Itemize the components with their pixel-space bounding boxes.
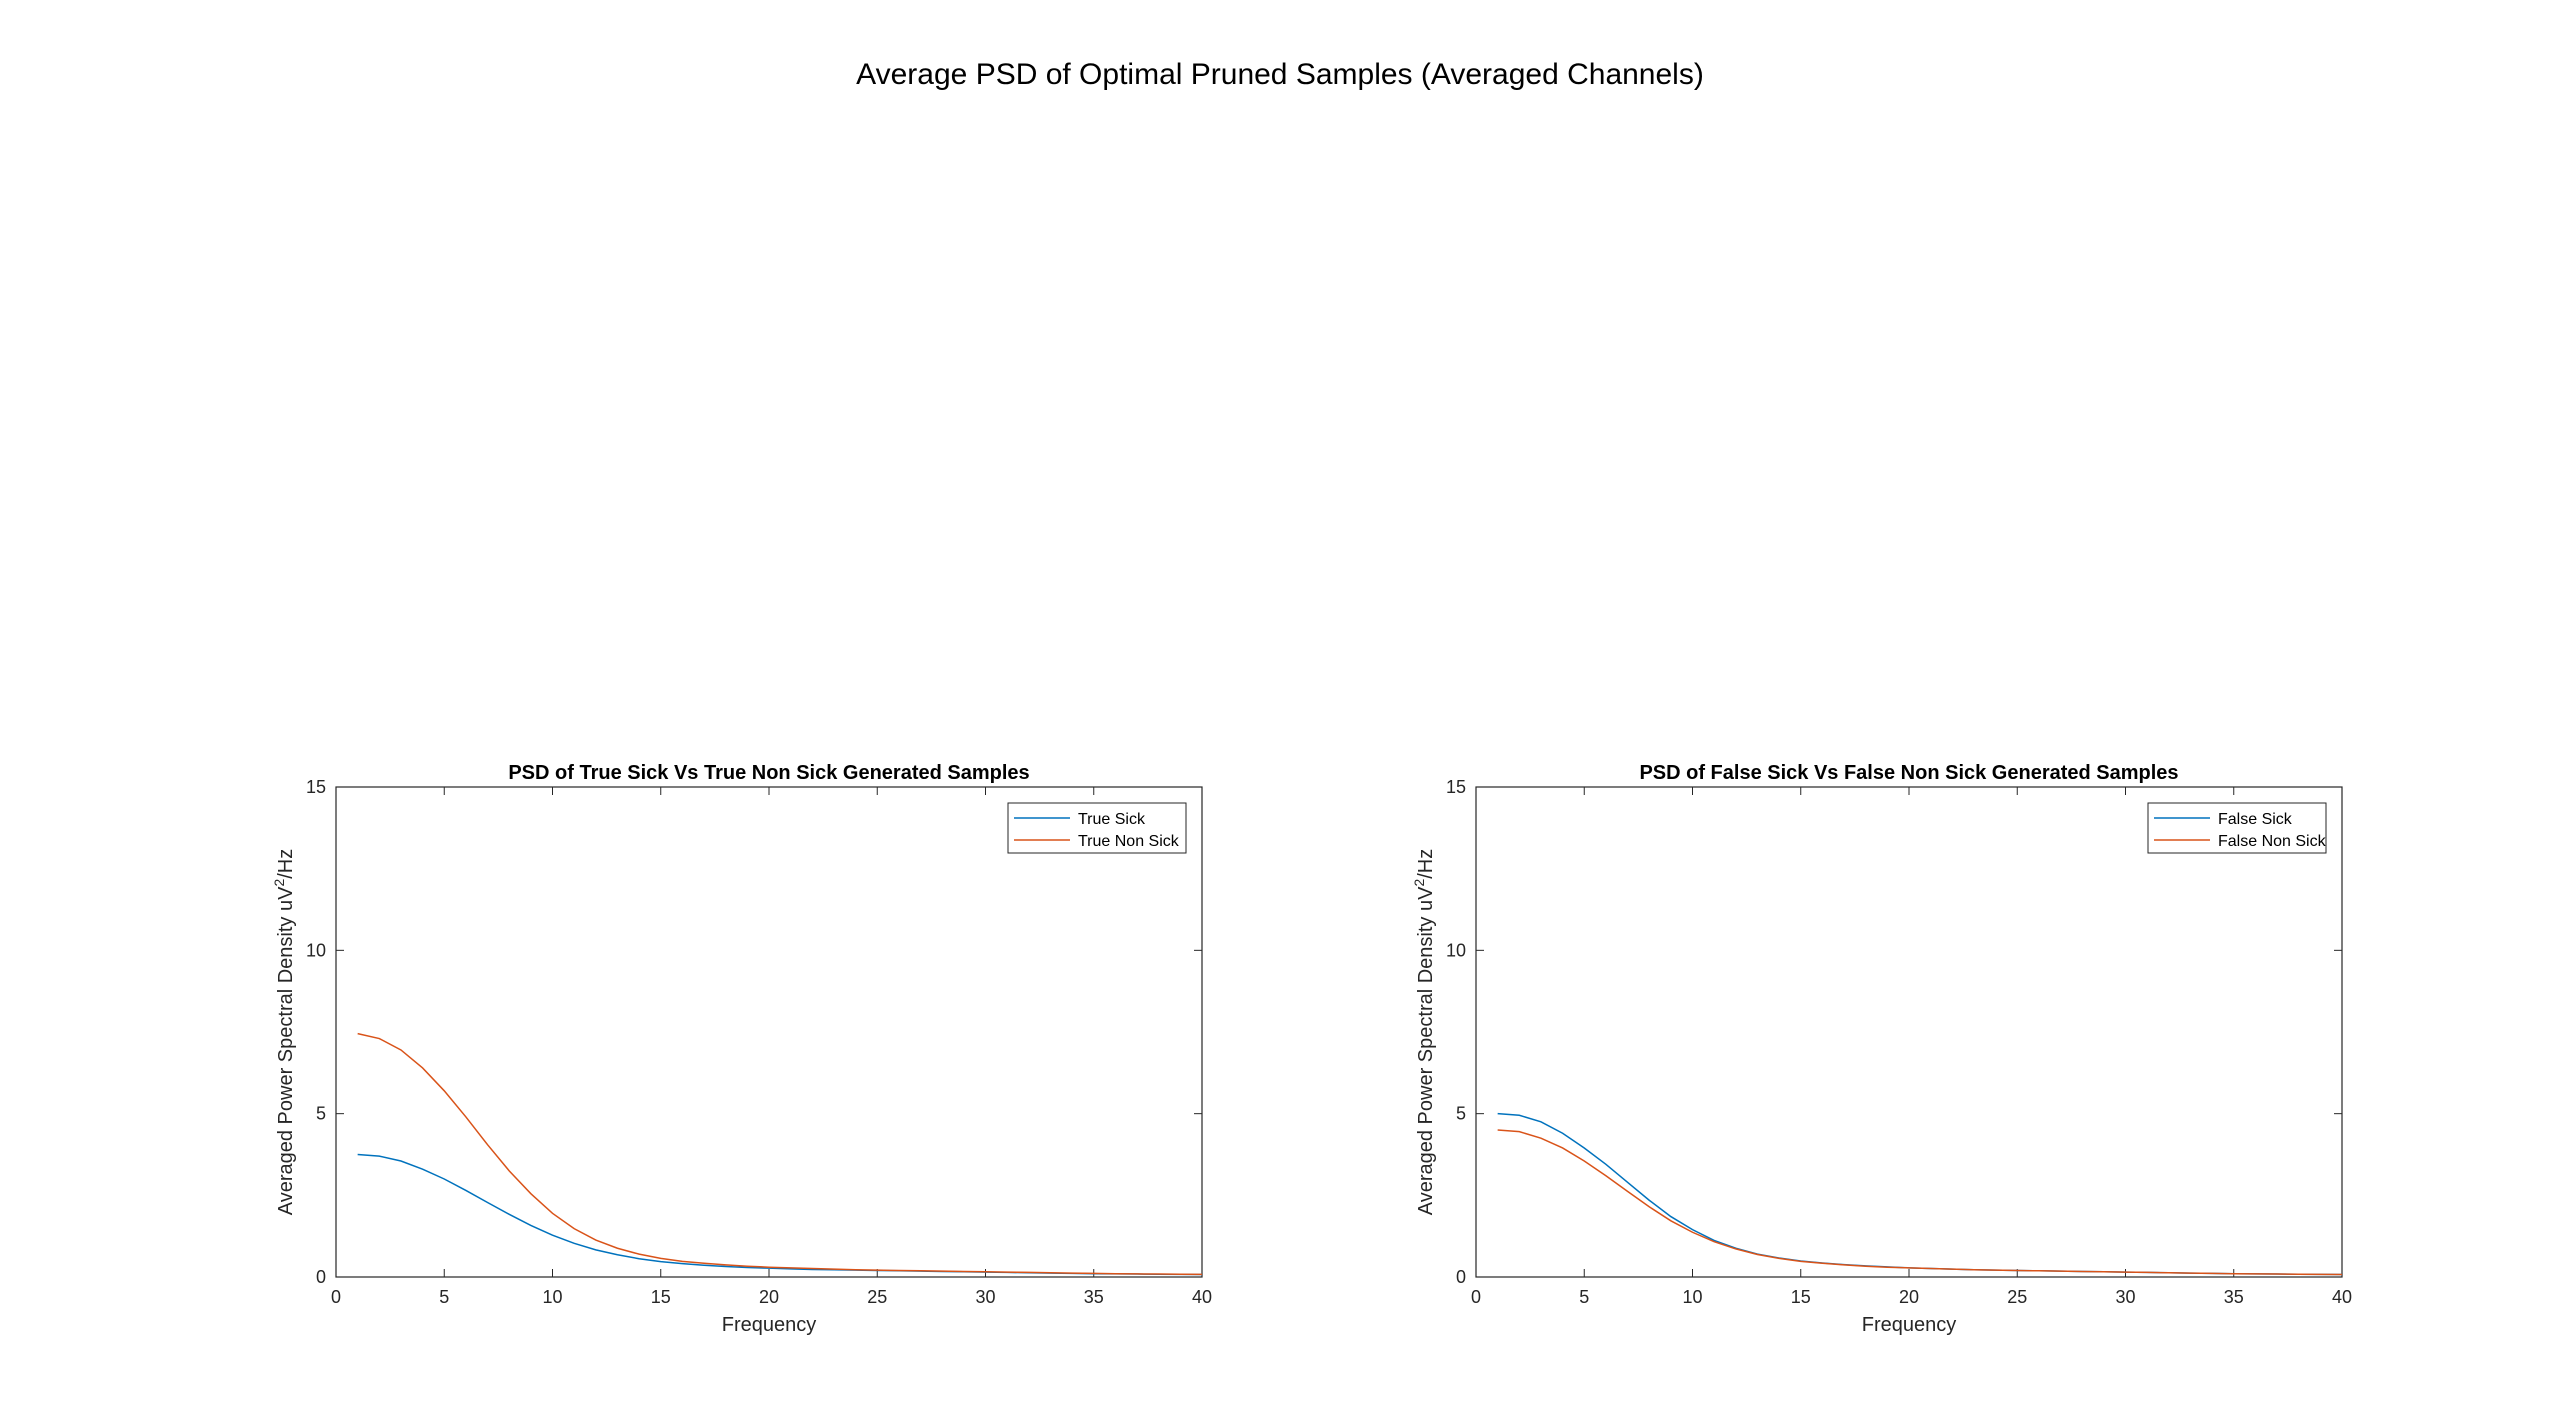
x-tick-label: 35 [1084, 1287, 1104, 1307]
series-line-2 [357, 1032, 1203, 1276]
x-tick-label: 25 [2007, 1287, 2027, 1307]
figure-title: Average PSD of Optimal Pruned Samples (A… [856, 58, 1704, 91]
x-tick-label: 30 [2115, 1287, 2135, 1307]
y-tick-label: 10 [306, 940, 326, 960]
legend-label: False Sick [2218, 811, 2293, 828]
legend-label: True Non Sick [1078, 833, 1180, 850]
axes-box [1475, 786, 2343, 1278]
x-axis-label: Frequency [1862, 1314, 1957, 1336]
x-tick-label: 10 [542, 1287, 562, 1307]
legend-box [2147, 802, 2327, 854]
x-tick-label: 40 [1192, 1287, 1212, 1307]
chart-panel-1: PSD of True Sick Vs True Non Sick Genera… [271, 762, 1212, 1336]
y-tick-label: 10 [1446, 940, 1466, 960]
legend-box [1007, 802, 1187, 854]
y-tick-label: 5 [316, 1104, 326, 1124]
legend: False Sick False Non Sick [2147, 802, 2327, 854]
x-tick-label: 35 [2224, 1287, 2244, 1307]
x-tick-label: 20 [1899, 1287, 1919, 1307]
chart-panel-2: PSD of False Sick Vs False Non Sick Gene… [1411, 762, 2352, 1336]
x-axis-label: Frequency [722, 1314, 817, 1336]
y-axis-label: Averaged Power Spectral Density uV2/Hz [271, 849, 297, 1216]
x-tick-label: 25 [867, 1287, 887, 1307]
x-tick-label: 15 [1791, 1287, 1811, 1307]
axes-box [335, 786, 1203, 1278]
x-tick-label: 10 [1682, 1287, 1702, 1307]
y-tick-label: 0 [316, 1267, 326, 1287]
legend-label: False Non Sick [2218, 833, 2327, 850]
x-tick-label: 30 [975, 1287, 995, 1307]
x-tick-label: 40 [2332, 1287, 2352, 1307]
chart-title: PSD of True Sick Vs True Non Sick Genera… [508, 762, 1029, 784]
x-tick-label: 0 [1471, 1287, 1481, 1307]
legend: True Sick True Non Sick [1007, 802, 1187, 854]
y-tick-label: 15 [306, 777, 326, 797]
chart-title: PSD of False Sick Vs False Non Sick Gene… [1639, 762, 2178, 784]
x-tick-label: 20 [759, 1287, 779, 1307]
x-tick-label: 0 [331, 1287, 341, 1307]
x-tick-label: 15 [651, 1287, 671, 1307]
y-tick-label: 0 [1456, 1267, 1466, 1287]
y-axis-label: Averaged Power Spectral Density uV2/Hz [1411, 849, 1437, 1216]
x-tick-label: 5 [439, 1287, 449, 1307]
y-tick-label: 15 [1446, 777, 1466, 797]
series-line-2 [1497, 1129, 2343, 1276]
x-tick-label: 5 [1579, 1287, 1589, 1307]
legend-label: True Sick [1078, 811, 1146, 828]
y-tick-label: 5 [1456, 1104, 1466, 1124]
